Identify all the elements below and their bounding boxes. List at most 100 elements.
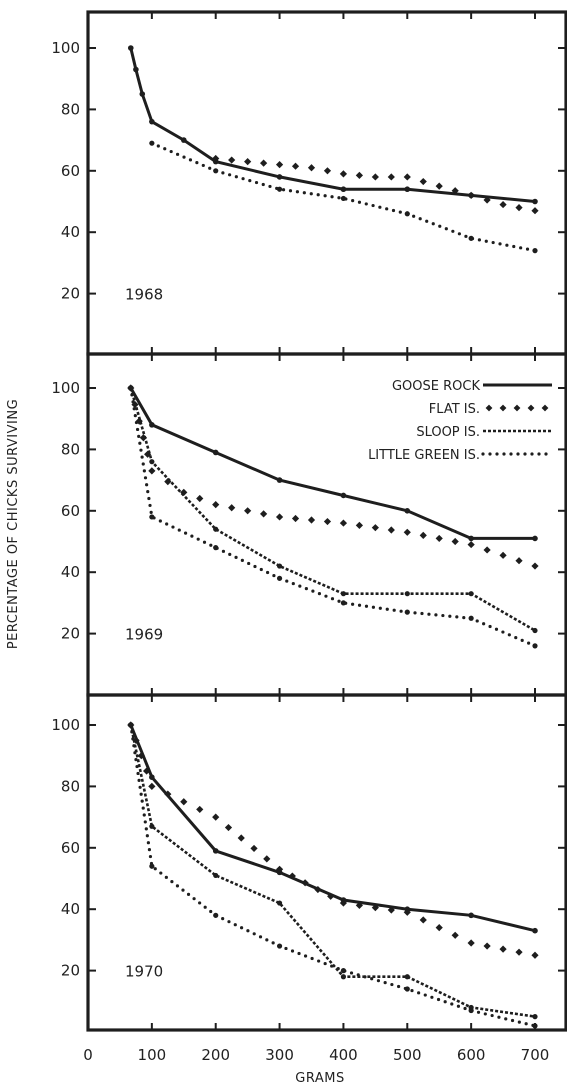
series-point [301, 879, 309, 887]
series-point [291, 162, 300, 170]
series-point [275, 161, 284, 169]
series-point [164, 478, 172, 486]
series-point [355, 171, 363, 180]
series-point [128, 385, 134, 391]
series-point [340, 600, 347, 606]
series-point [228, 156, 236, 164]
series-point [276, 900, 283, 906]
y-tick-label: 20 [61, 625, 80, 643]
x-tick-label: 600 [457, 1046, 486, 1064]
series-point [213, 168, 219, 174]
series-point [419, 177, 427, 186]
series-point [276, 174, 283, 180]
series-point [467, 540, 475, 549]
series-point [275, 865, 284, 873]
series-point [196, 494, 204, 503]
series-point [291, 514, 300, 523]
series-point [137, 752, 145, 760]
series-point [228, 504, 236, 512]
series-point [404, 986, 410, 992]
legend-label: LITTLE GREEN IS. [368, 448, 480, 463]
series-point [371, 524, 379, 532]
series-point [355, 901, 363, 909]
series-point [212, 848, 219, 854]
series-point [133, 66, 139, 73]
legend-swatch [485, 404, 493, 412]
year-label: 1970 [125, 963, 163, 981]
x-tick-label: 300 [265, 1046, 294, 1064]
series-line [129, 723, 537, 1028]
legend-label: FLAT IS. [429, 402, 480, 417]
series-point [149, 774, 155, 780]
series-point [213, 872, 219, 879]
series-point [404, 508, 411, 514]
series-point [260, 159, 268, 167]
series-dotted [128, 722, 538, 1029]
y-tick-label: 20 [61, 285, 80, 303]
series-point [340, 492, 347, 499]
series-point [127, 45, 134, 51]
series-point [483, 196, 491, 204]
x-tick-label: 200 [201, 1046, 230, 1064]
series-point [263, 855, 271, 863]
series-point [468, 591, 474, 597]
series-point [244, 507, 252, 515]
series-point [532, 198, 538, 205]
x-tick-label: 500 [393, 1046, 422, 1064]
y-tick-label: 60 [61, 162, 80, 180]
series-point [213, 912, 219, 918]
series-point [149, 140, 155, 146]
series-point [532, 248, 538, 254]
series-point [499, 551, 507, 559]
series-point [339, 899, 348, 907]
series-point [532, 627, 538, 634]
legend-label: GOOSE ROCK [392, 379, 480, 394]
series-point [451, 187, 459, 195]
legend-swatch [527, 404, 535, 412]
series-point [404, 211, 410, 217]
series-point [467, 191, 475, 199]
series-line [129, 724, 536, 1018]
y-tick-label: 60 [61, 502, 80, 520]
y-tick-label: 80 [61, 440, 80, 458]
series-point [403, 173, 411, 181]
series-point [339, 519, 348, 527]
y-tick-label: 40 [61, 900, 80, 918]
y-tick-label: 100 [51, 39, 80, 57]
series-point [467, 939, 475, 947]
series-point [419, 531, 427, 539]
series-point [327, 892, 335, 900]
series-point [307, 516, 316, 524]
series-point [212, 501, 220, 509]
series-point [224, 823, 233, 832]
series-point [212, 154, 220, 163]
series-line [129, 386, 537, 648]
series-point [276, 943, 283, 949]
y-tick-label: 40 [61, 223, 80, 241]
series-point [339, 170, 348, 178]
series-point [435, 534, 443, 543]
series-point [468, 615, 474, 621]
series-point [404, 186, 411, 193]
series-point [483, 546, 491, 554]
series-point [404, 609, 410, 615]
series-point [532, 535, 538, 542]
series-point [387, 526, 395, 534]
series-point [237, 834, 245, 842]
year-label: 1968 [125, 286, 163, 304]
series-point [468, 235, 474, 241]
series-point [276, 186, 283, 192]
panel-1969: 20 40 60 80 100 1969 GOOSE ROCK FLAT IS. SLOOP I… [51, 352, 567, 697]
y-tick-label: 40 [61, 563, 80, 581]
series-point [404, 591, 410, 597]
legend-swatch [513, 404, 521, 412]
series-solid [127, 385, 538, 542]
series-point [212, 449, 219, 456]
series-point [340, 195, 347, 202]
series-point [164, 790, 172, 798]
series-point [515, 204, 523, 212]
series-dotted [128, 385, 538, 649]
series-point [532, 643, 538, 649]
x-axis-label: GRAMS [295, 1071, 344, 1086]
